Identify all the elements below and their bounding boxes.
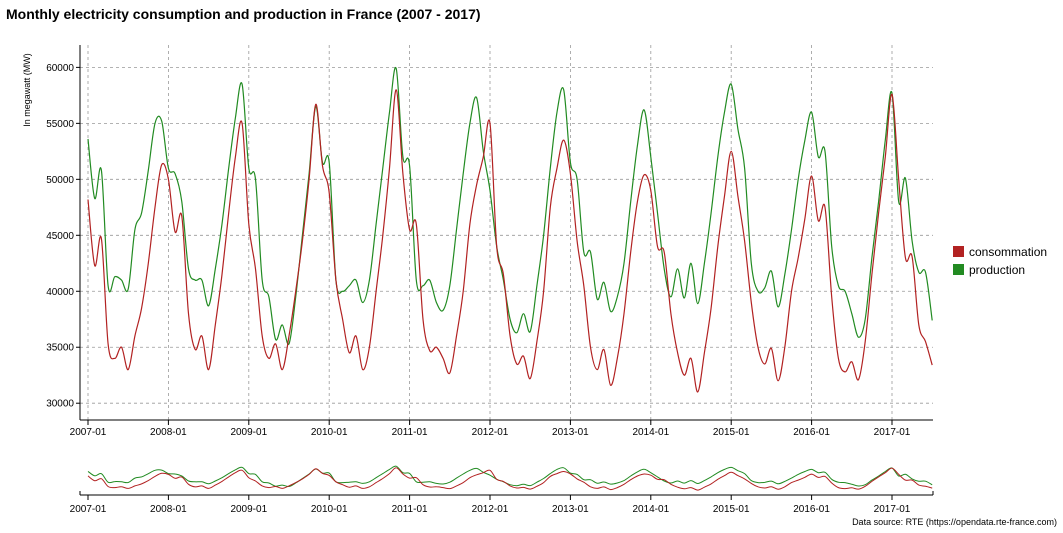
series-lines [87, 66, 933, 393]
overview-x-tick-label: 2008-01 [150, 504, 187, 515]
y-tick-label: 55000 [46, 119, 74, 130]
legend-swatch-production [953, 264, 964, 275]
legend-label-consommation: consommation [969, 245, 1047, 259]
y-tick-label: 60000 [46, 63, 74, 74]
x-tick-label: 2010-01 [311, 427, 348, 438]
overview-line-production [87, 465, 933, 488]
series-line-consommation [87, 89, 933, 393]
x-tick-label: 2011-01 [392, 427, 428, 438]
x-tick-label: 2015-01 [713, 427, 750, 438]
x-tick-label: 2014-01 [632, 427, 669, 438]
data-source-note: Data source: RTE (https://opendata.rte-f… [852, 517, 1057, 527]
y-tick-label: 50000 [46, 175, 74, 186]
grid-lines [80, 45, 933, 420]
overview-x-tick-label: 2015-01 [713, 504, 750, 515]
y-axis-label: In megawatt (MW) [22, 53, 32, 127]
overview-x-tick-label: 2011-01 [392, 504, 428, 515]
x-tick-label: 2017-01 [874, 427, 911, 438]
x-tick-label: 2008-01 [150, 427, 187, 438]
legend: consommation production [953, 245, 1047, 277]
overview-x-tick-label: 2009-01 [230, 504, 267, 515]
x-tick-label: 2016-01 [793, 427, 830, 438]
overview-line-consommation [87, 467, 933, 491]
y-tick-label: 30000 [46, 399, 74, 410]
overview-x-tick-label: 2016-01 [793, 504, 830, 515]
x-tick-label: 2007-01 [70, 427, 107, 438]
overview-x-tick-label: 2014-01 [632, 504, 669, 515]
x-tick-label: 2012-01 [472, 427, 509, 438]
y-tick-label: 35000 [46, 343, 74, 354]
legend-swatch-consommation [953, 246, 964, 257]
legend-label-production: production [969, 263, 1025, 277]
x-tick-label: 2009-01 [230, 427, 267, 438]
overview-x-tick-label: 2012-01 [472, 504, 509, 515]
axes: 30000 35000 40000 45000 50000 55000 60000 2007-… [46, 45, 933, 438]
overview-navigator[interactable]: 2007-01 2008-01 2009-01 2010-01 2011-01 2012-… [70, 465, 934, 515]
series-line-production [87, 66, 933, 346]
y-tick-label: 40000 [46, 287, 74, 298]
overview-x-tick-label: 2010-01 [311, 504, 348, 515]
y-tick-label: 45000 [46, 231, 74, 242]
x-tick-label: 2013-01 [552, 427, 589, 438]
overview-x-tick-label: 2013-01 [552, 504, 589, 515]
overview-x-tick-label: 2017-01 [874, 504, 911, 515]
overview-x-tick-label: 2007-01 [70, 504, 107, 515]
chart-title: Monthly electricity consumption and prod… [6, 6, 481, 22]
